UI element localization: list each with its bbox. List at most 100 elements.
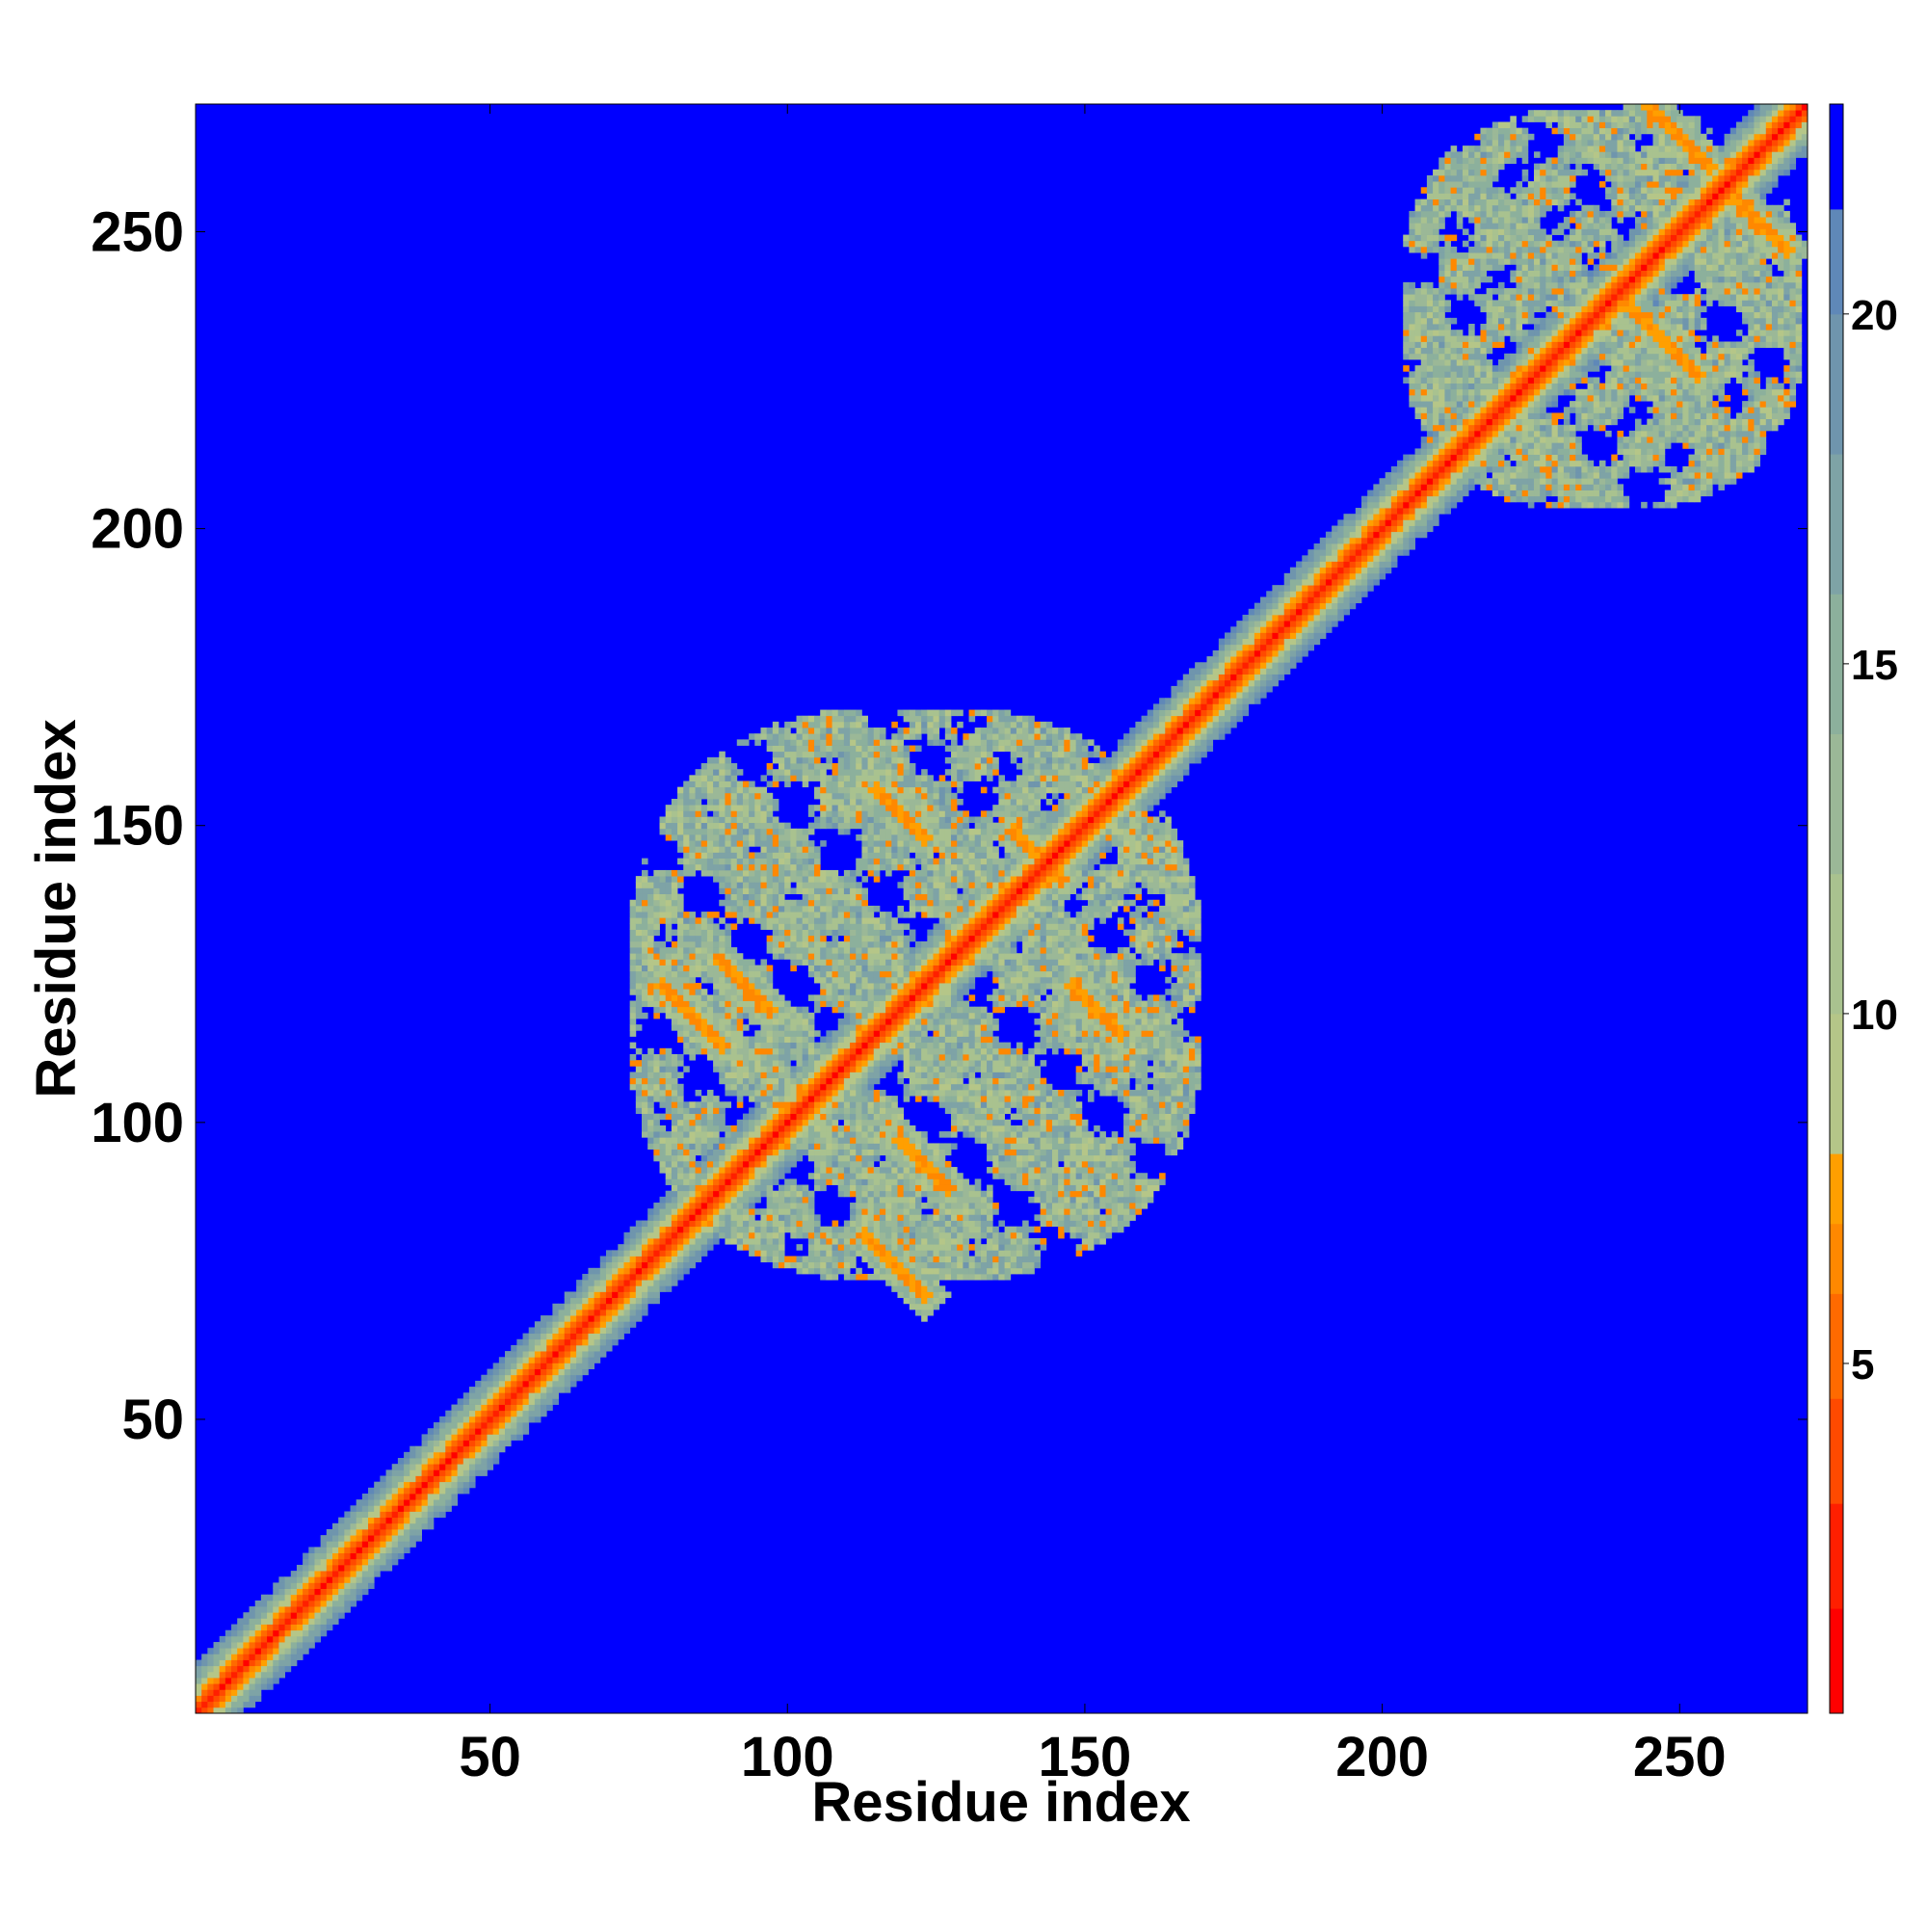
heatmap-cell <box>700 822 708 830</box>
heatmap-cell <box>695 816 702 824</box>
heatmap-cell <box>635 1012 643 1019</box>
heatmap-cell <box>439 1451 446 1459</box>
heatmap-cell <box>784 863 791 871</box>
heatmap-cell <box>754 1083 761 1091</box>
heatmap-cell <box>760 805 768 811</box>
heatmap-cell <box>760 822 768 830</box>
heatmap-cell <box>766 1072 774 1079</box>
heatmap-cell <box>296 1582 304 1589</box>
heatmap-cell <box>725 989 732 995</box>
heatmap-cell <box>462 1422 470 1429</box>
heatmap-cell <box>433 1493 440 1500</box>
heatmap-cell <box>802 1006 809 1014</box>
heatmap-cell <box>790 1196 797 1204</box>
heatmap-cell <box>843 799 851 806</box>
heatmap-cell <box>481 1434 488 1441</box>
heatmap-cell <box>802 1107 809 1114</box>
heatmap-cell <box>742 1214 750 1221</box>
heatmap-cell <box>671 989 678 995</box>
heatmap-cell <box>564 1309 571 1316</box>
heatmap-cell <box>796 1047 804 1055</box>
heatmap-cell <box>671 1053 678 1061</box>
heatmap-cell <box>683 970 690 978</box>
heatmap-cell <box>909 1173 916 1179</box>
heatmap-cell <box>719 1231 726 1239</box>
heatmap-cell <box>397 1552 405 1560</box>
heatmap-cell <box>856 1226 862 1233</box>
heatmap-cell <box>814 1101 821 1108</box>
heatmap-cell <box>659 893 667 901</box>
heatmap-cell <box>427 1434 435 1441</box>
heatmap-cell <box>766 828 774 835</box>
heatmap-cell <box>885 976 892 984</box>
heatmap-cell <box>254 1665 262 1673</box>
heatmap-cell <box>267 1678 274 1684</box>
heatmap-cell <box>832 1096 839 1102</box>
heatmap-cell <box>730 912 738 918</box>
heatmap-cell <box>462 1451 470 1459</box>
heatmap-cell <box>730 863 738 871</box>
heatmap-cell <box>706 1000 714 1008</box>
heatmap-cell <box>814 1119 821 1126</box>
heatmap-cell <box>706 840 714 847</box>
heatmap-cell <box>766 1089 774 1097</box>
heatmap-cell <box>635 1285 643 1292</box>
heatmap-cell <box>642 1256 648 1263</box>
heatmap-cell <box>861 994 868 1001</box>
heatmap-cell <box>891 733 898 740</box>
heatmap-cell <box>867 822 875 830</box>
heatmap-cell <box>790 1042 797 1049</box>
heatmap-cell <box>784 1143 791 1150</box>
heatmap-cell <box>516 1344 523 1352</box>
heatmap-cell <box>820 1107 827 1114</box>
heatmap-cell <box>284 1648 292 1654</box>
heatmap-cell <box>790 876 797 883</box>
heatmap-cell <box>814 1047 821 1055</box>
heatmap-cell <box>541 1392 547 1399</box>
heatmap-cell <box>719 775 726 781</box>
heatmap-cell <box>481 1464 488 1470</box>
heatmap-cell <box>689 989 696 995</box>
heatmap-cell <box>784 828 791 835</box>
heatmap-cell <box>837 1113 845 1121</box>
heatmap-cell <box>879 1190 886 1198</box>
heatmap-cell <box>927 1167 934 1174</box>
heatmap-cell <box>439 1487 446 1495</box>
heatmap-cell <box>462 1428 470 1435</box>
heatmap-cell <box>885 959 892 966</box>
heatmap-cell <box>730 893 738 901</box>
heatmap-cell <box>843 769 851 776</box>
heatmap-cell <box>331 1547 339 1554</box>
heatmap-cell <box>700 1125 708 1132</box>
heatmap-cell <box>760 1178 768 1185</box>
heatmap-cell <box>802 840 809 847</box>
heatmap-cell <box>802 721 809 728</box>
heatmap-cell <box>927 929 934 937</box>
heatmap-cell <box>843 994 851 1001</box>
heatmap-cell <box>909 858 916 865</box>
heatmap-cell <box>421 1464 429 1470</box>
heatmap-cell <box>742 1066 750 1072</box>
heatmap-cell <box>885 846 892 853</box>
heatmap-cell <box>796 869 804 877</box>
heatmap-cell <box>647 983 654 990</box>
heatmap-cell <box>243 1648 250 1654</box>
heatmap-cell <box>356 1564 363 1572</box>
heatmap-cell <box>468 1458 476 1465</box>
heatmap-cell <box>742 792 750 800</box>
heatmap-cell <box>391 1522 399 1530</box>
heatmap-cell <box>766 1231 774 1239</box>
heatmap-cell <box>826 1238 832 1245</box>
heatmap-cell <box>766 1238 774 1245</box>
heatmap-cell <box>457 1422 464 1429</box>
heatmap-cell <box>873 917 881 924</box>
heatmap-cell <box>879 1024 886 1031</box>
heatmap-cell <box>760 810 768 817</box>
heatmap-cell <box>779 1131 785 1138</box>
heatmap-cell <box>207 1671 214 1679</box>
heatmap-cell <box>356 1505 363 1512</box>
heatmap-cell <box>689 1173 696 1179</box>
heatmap-cell <box>605 1285 613 1292</box>
heatmap-cell <box>224 1707 232 1714</box>
heatmap-cell <box>909 840 916 847</box>
